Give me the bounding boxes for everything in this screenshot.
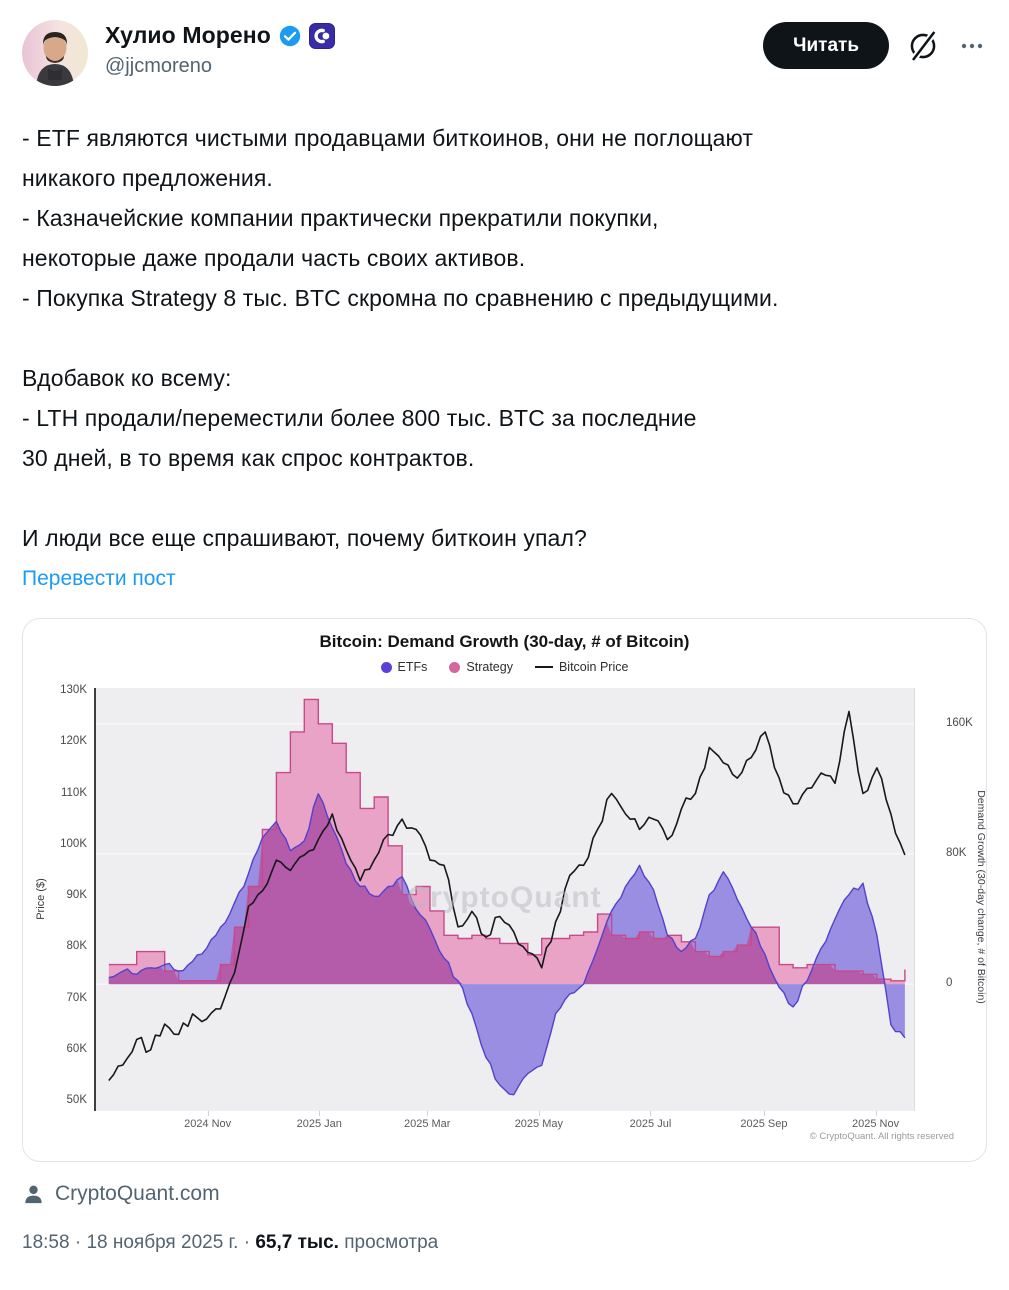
x-tick-mark: [538, 1111, 540, 1116]
x-tick-mark: [650, 1111, 652, 1116]
legend-line-marker: [534, 666, 553, 668]
left-axis-spine: [93, 688, 96, 1111]
right-axis-spine: [914, 688, 915, 1111]
x-tick-mark: [207, 1111, 209, 1116]
x-tick-mark: [875, 1111, 877, 1116]
x-tick-label: 2025 Jan: [296, 1118, 342, 1130]
x-tick-mark: [319, 1111, 321, 1116]
y-right-tick: 160K: [946, 716, 973, 729]
etfs-line: [108, 793, 906, 1096]
y-left-tick: 70K: [66, 991, 87, 1004]
more-button[interactable]: [957, 31, 987, 61]
x-tick-mark: [427, 1111, 429, 1116]
display-name[interactable]: Хулио Морено: [105, 22, 271, 48]
user-handle[interactable]: @jjcmoreno: [105, 55, 213, 77]
bitcoin-price-line: [108, 710, 906, 1082]
grok-icon: [910, 29, 937, 62]
y-left-tick: 100K: [60, 837, 87, 850]
identity-block: Хулио Морено @jjcmoreno: [105, 20, 335, 78]
overlap-area: [108, 793, 905, 985]
tweet-header: Хулио Морено @jjcmoreno Читать: [22, 20, 987, 86]
grok-button[interactable]: [907, 29, 939, 62]
attribution-label: CryptoQuant.com: [55, 1182, 220, 1205]
post-time: 18:58: [22, 1232, 70, 1253]
legend-item-strategy[interactable]: Strategy: [449, 660, 513, 674]
chart-copyright: © CryptoQuant. All rights reserved: [809, 1131, 954, 1142]
y-right-tick: 0: [946, 977, 953, 990]
y-left-tick: 60K: [66, 1042, 87, 1055]
legend-dot-marker: [449, 661, 461, 673]
chart-media-card[interactable]: Bitcoin: Demand Growth (30-day, # of Bit…: [22, 618, 987, 1162]
views-count: 65,7 тыс.: [255, 1232, 339, 1253]
y-left-tick: 120K: [60, 735, 87, 748]
chart-title: Bitcoin: Demand Growth (30-day, # of Bit…: [319, 632, 690, 651]
x-tick-label: 2025 May: [514, 1118, 563, 1130]
avatar[interactable]: [22, 20, 88, 86]
legend-item-bitcoin-price[interactable]: Bitcoin Price: [534, 660, 629, 674]
separator-dot: ·: [74, 1232, 82, 1253]
chart-plot-svg: [96, 698, 914, 1096]
media-attribution[interactable]: CryptoQuant.com: [22, 1182, 987, 1206]
x-tick-mark: [763, 1111, 765, 1116]
legend-dot-marker: [380, 661, 392, 673]
separator-dot: ·: [243, 1232, 251, 1253]
y-left-tick: 130K: [60, 684, 87, 696]
x-tick-label: 2025 Jul: [629, 1118, 672, 1130]
y-right-tick: 80K: [946, 846, 967, 859]
header-actions: Читать: [763, 20, 987, 69]
chart-legend: ETFs Strategy Bitcoin Price: [23, 660, 986, 674]
follow-button[interactable]: Читать: [763, 22, 889, 69]
tweet-body-text: - ETF являются чистыми продавцами биткои…: [22, 125, 779, 551]
x-tick-label: 2025 Mar: [403, 1118, 451, 1130]
legend-item-etfs[interactable]: ETFs: [380, 660, 428, 674]
person-icon: [25, 1185, 42, 1203]
y-left-tick: 90K: [66, 889, 87, 901]
legend-label: Bitcoin Price: [558, 660, 629, 674]
y-axis-label-right: Demand Growth (30-day change, # of Bitco…: [975, 790, 987, 1004]
y-left-tick: 50K: [66, 1094, 87, 1106]
ellipsis-icon: [961, 43, 983, 48]
x-tick-label: 2025 Sep: [740, 1118, 788, 1130]
x-tick-label: 2024 Nov: [184, 1118, 232, 1130]
cryptoquant-affiliate-badge-icon[interactable]: [308, 22, 335, 49]
avatar-image: [22, 20, 88, 86]
views-label: просмотра: [344, 1232, 439, 1253]
plot-area: [96, 688, 914, 1111]
tweet: Хулио Морено @jjcmoreno Читать: [22, 20, 987, 1254]
legend-label: Strategy: [466, 660, 513, 674]
translate-post-link[interactable]: Перевести пост: [22, 567, 176, 590]
x-tick-label: 2025 Nov: [852, 1118, 900, 1130]
legend-label: ETFs: [397, 660, 428, 674]
y-left-tick: 110K: [60, 786, 87, 799]
timestamp-views-row: 18:58 · 18 ноября 2025 г. · 65,7 тыс. пр…: [22, 1232, 987, 1254]
y-left-tick: 80K: [66, 940, 87, 953]
strategy-line: [108, 698, 906, 982]
verified-badge-icon: [279, 25, 301, 46]
post-date: 18 ноября 2025 г.: [86, 1232, 239, 1253]
